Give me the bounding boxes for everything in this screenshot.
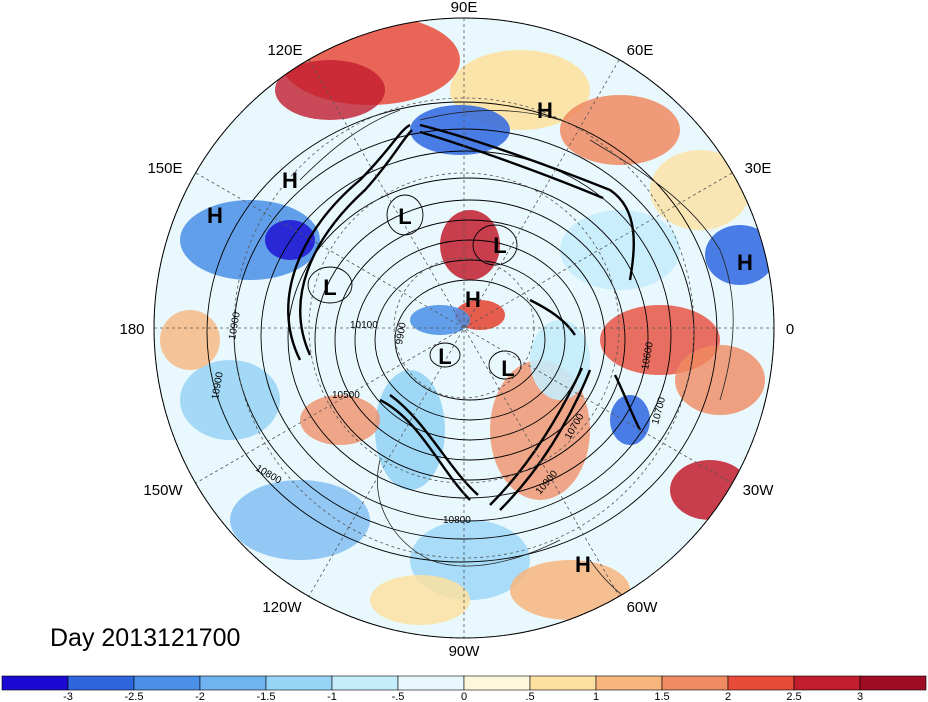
colorbar-box [793,675,861,691]
high-center-label: H [575,552,591,577]
coastlines [299,109,734,621]
colorbar-box [199,675,267,691]
colorbar-box [1,675,69,691]
colorbar-tick-label: -1 [327,691,337,702]
longitude-labels: 90E 60E 30E 0 30W 60W 90W 120W 150W 180 … [119,0,794,660]
lon-label-90w: 90W [449,643,481,660]
map-disk [154,18,774,638]
colorbar-box [331,675,399,691]
colorbar-box [859,675,927,691]
colorbar-tick-label: 3 [857,691,863,702]
colorbar-box [133,675,201,691]
colorbar-boxes [1,675,927,691]
colorbar-tick-label: 0 [461,691,467,702]
contour-label: 10500 [332,390,360,401]
lon-label-0: 0 [786,321,794,338]
contour-label: 10900 [210,371,226,401]
anomaly-shading [160,18,774,625]
map-border [153,17,775,639]
low-center-label: L [323,275,336,300]
colorbar-tick-label: -2 [195,691,205,702]
colorbar-tick-label: -3 [63,691,73,702]
colorbar-tick-label: 2 [725,691,731,702]
colorbar-box [67,675,135,691]
high-center-label: H [282,168,298,193]
colorbar-tick-label: -.5 [392,691,405,702]
contour-label: 10900 [227,311,243,341]
contour-label: 9900 [394,321,409,345]
low-center-label: L [398,204,411,229]
high-center-label: H [537,98,553,123]
lon-label-150w: 150W [143,482,183,499]
colorbar-box [529,675,597,691]
high-center-label: H [465,287,481,312]
lon-label-120e: 120E [267,42,302,59]
contour-label: 10600 [640,341,656,371]
colorbar-tick-label: -1.5 [257,691,276,702]
colorbar-box [661,675,729,691]
colorbar-tick-label: -2.5 [125,691,144,702]
low-center-label: L [438,344,451,369]
jet-stream-contours [287,123,642,511]
colorbar: -3 -2.5 -2 -1.5 -1 -.5 0 .5 1 1.5 2 2.5 3 [1,675,927,702]
high-center-label: H [207,203,223,228]
pressure-centers: H H H H H H L L L L L [207,98,753,577]
lon-label-90e: 90E [451,0,478,16]
colorbar-tick-label: 1 [593,691,599,702]
lon-label-60e: 60E [627,42,654,59]
lon-label-30e: 30E [745,160,772,177]
colorbar-tick-label: .5 [525,691,534,702]
low-center-label: L [493,233,506,258]
colorbar-tick-labels: -3 -2.5 -2 -1.5 -1 -.5 0 .5 1 1.5 2 2.5 3 [63,691,863,702]
colorbar-tick-label: 2.5 [786,691,801,702]
low-center-label: L [501,356,514,381]
high-center-label: H [737,250,753,275]
colorbar-box [595,675,663,691]
contour-label: 10800 [443,515,471,526]
lon-label-30w: 30W [743,482,775,499]
lon-label-150e: 150E [147,160,182,177]
contour-label: 10100 [350,320,378,331]
colorbar-box [397,675,465,691]
colorbar-tick-label: 1.5 [654,691,669,702]
date-label: Day 2013121700 [50,624,240,652]
colorbar-box [727,675,795,691]
colorbar-box [265,675,333,691]
lon-label-60w: 60W [627,599,659,616]
lon-label-120w: 120W [262,599,302,616]
colorbar-box [463,675,531,691]
lon-label-180: 180 [119,321,144,338]
